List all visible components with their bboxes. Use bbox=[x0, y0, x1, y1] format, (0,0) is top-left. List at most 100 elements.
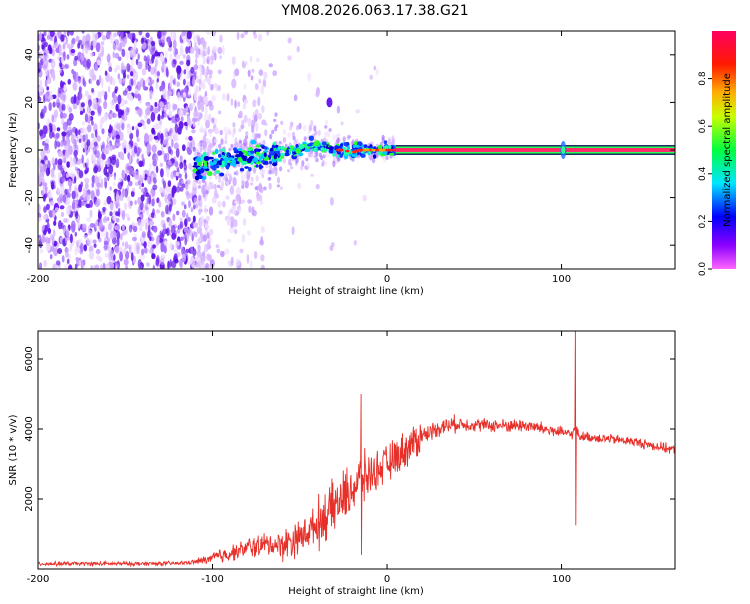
noise-blob bbox=[188, 162, 193, 170]
haze-blob bbox=[224, 173, 228, 180]
noise-blob bbox=[165, 128, 169, 133]
haze-blob bbox=[268, 163, 272, 171]
noise-blob bbox=[141, 188, 145, 194]
noise-blob bbox=[241, 233, 246, 243]
trace-blob bbox=[343, 142, 348, 147]
noise-blob bbox=[145, 222, 148, 231]
noise-blob bbox=[62, 43, 66, 50]
trace-blob bbox=[284, 152, 290, 157]
haze-blob bbox=[273, 118, 277, 122]
noise-blob bbox=[115, 158, 120, 169]
noise-blob bbox=[109, 230, 114, 240]
haze-blob bbox=[317, 129, 321, 136]
noise-blob bbox=[254, 83, 259, 91]
noise-blob bbox=[183, 69, 187, 75]
trace-blob bbox=[197, 167, 202, 170]
noise-blob bbox=[258, 112, 262, 120]
noise-blob bbox=[165, 204, 169, 215]
noise-blob bbox=[259, 200, 264, 206]
noise-blob bbox=[96, 59, 102, 66]
haze-blob bbox=[213, 183, 217, 190]
noise-blob bbox=[180, 116, 184, 122]
noise-blob bbox=[247, 69, 251, 78]
haze-blob bbox=[306, 162, 310, 168]
trace-blob bbox=[220, 148, 226, 152]
noise-blob bbox=[157, 120, 162, 130]
noise-blob bbox=[50, 58, 56, 69]
noise-blob bbox=[75, 210, 79, 220]
noise-blob bbox=[59, 205, 65, 210]
noise-blob bbox=[140, 37, 144, 45]
trace-blob bbox=[233, 150, 240, 154]
noise-blob bbox=[112, 42, 116, 51]
noise-blob bbox=[109, 249, 114, 258]
haze-blob bbox=[279, 186, 283, 191]
noise-blob bbox=[60, 185, 65, 196]
noise-blob bbox=[141, 68, 147, 76]
noise-blob bbox=[212, 45, 218, 54]
trace-blob bbox=[246, 157, 252, 164]
noise-blob bbox=[182, 183, 186, 188]
trace-blob bbox=[383, 140, 388, 145]
noise-blob bbox=[113, 225, 119, 231]
noise-blob bbox=[46, 86, 50, 91]
haze-blob bbox=[332, 160, 336, 168]
noise-blob bbox=[101, 78, 104, 89]
noise-blob bbox=[155, 80, 159, 90]
haze-blob bbox=[324, 125, 328, 129]
noise-blob bbox=[120, 98, 125, 107]
noise-blob bbox=[369, 74, 374, 80]
noise-blob bbox=[72, 104, 78, 110]
noise-blob bbox=[266, 31, 270, 36]
figure-title: YM08.2026.063.17.38.G21 bbox=[280, 3, 468, 19]
noise-blob bbox=[243, 114, 248, 123]
noise-blob bbox=[179, 60, 184, 65]
noise-blob bbox=[90, 190, 95, 200]
noise-blob bbox=[214, 52, 217, 61]
noise-blob bbox=[38, 217, 41, 223]
noise-blob bbox=[55, 132, 60, 139]
noise-blob bbox=[234, 141, 239, 149]
trace-blob bbox=[206, 171, 213, 177]
noise-blob bbox=[243, 83, 247, 90]
noise-blob bbox=[218, 210, 223, 215]
noise-blob bbox=[69, 129, 73, 136]
noise-blob bbox=[117, 31, 121, 36]
trace-blob bbox=[352, 144, 356, 149]
noise-blob bbox=[97, 209, 101, 217]
noise-blob bbox=[156, 132, 161, 141]
noise-blob bbox=[38, 85, 42, 93]
noise-blob bbox=[66, 161, 71, 168]
noise-blob bbox=[186, 213, 189, 222]
noise-blob bbox=[191, 31, 195, 36]
noise-blob bbox=[115, 194, 120, 204]
noise-blob bbox=[56, 127, 61, 132]
noise-blob bbox=[109, 186, 112, 191]
haze-blob bbox=[282, 128, 286, 135]
noise-blob bbox=[192, 186, 196, 196]
noise-blob bbox=[121, 169, 125, 179]
noise-blob bbox=[154, 64, 157, 75]
noise-blob bbox=[179, 186, 184, 192]
noise-blob bbox=[62, 113, 67, 119]
haze-blob bbox=[351, 139, 355, 146]
noise-blob bbox=[74, 166, 78, 171]
noise-blob bbox=[57, 248, 63, 254]
y-tick-label: 2000 bbox=[24, 486, 35, 511]
noise-blob bbox=[140, 194, 145, 202]
haze-blob bbox=[232, 127, 236, 134]
trace-peak bbox=[345, 149, 350, 153]
noise-blob bbox=[234, 68, 240, 77]
noise-blob bbox=[108, 66, 113, 73]
y-tick-label: -40 bbox=[24, 237, 35, 253]
noise-blob bbox=[86, 203, 91, 209]
haze-blob bbox=[296, 138, 300, 145]
noise-blob bbox=[101, 128, 105, 135]
noise-blob bbox=[67, 78, 72, 85]
trace-blob bbox=[215, 170, 220, 174]
trace-blob bbox=[372, 154, 377, 159]
noise-blob bbox=[90, 52, 94, 57]
noise-blob bbox=[64, 263, 67, 269]
noise-blob bbox=[163, 153, 168, 163]
